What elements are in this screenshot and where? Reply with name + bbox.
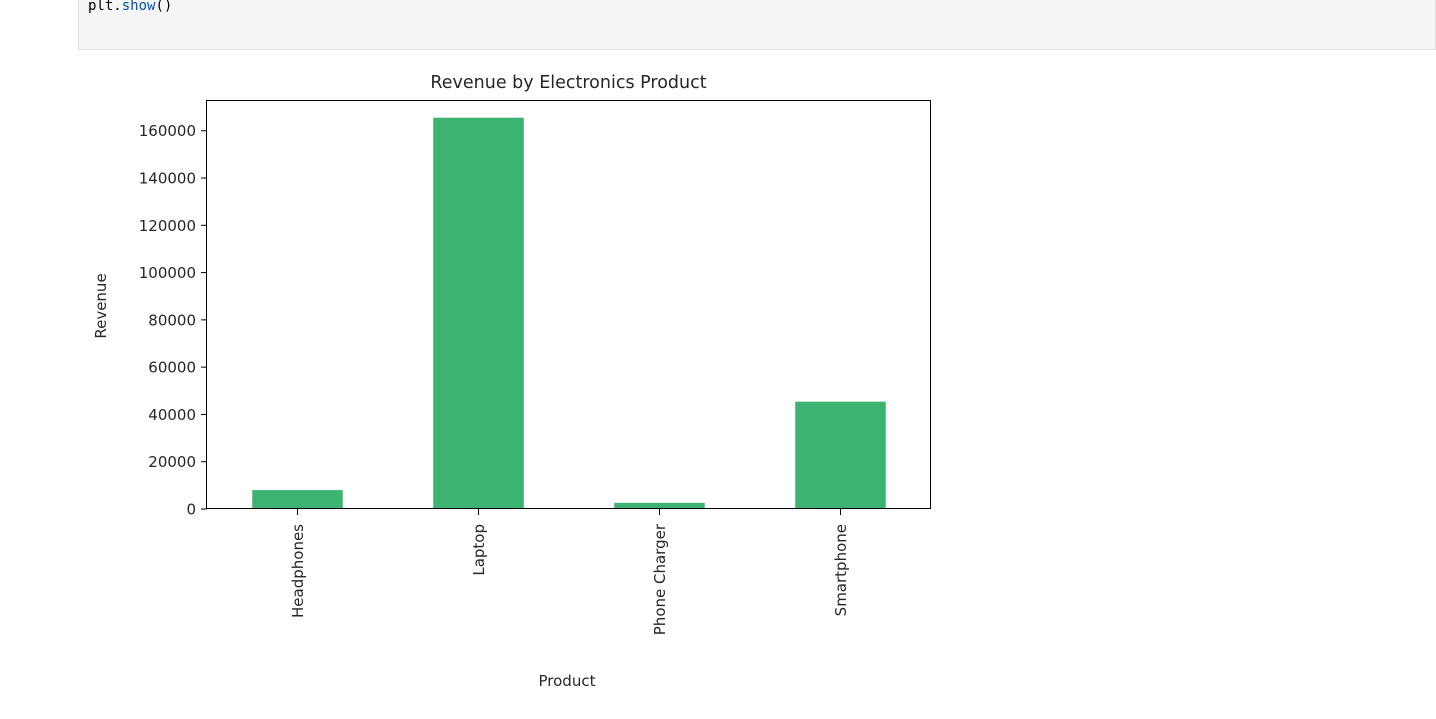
plot-frame xyxy=(206,100,931,509)
y-axis-label: Revenue xyxy=(92,273,110,338)
code-cell[interactable]: plt.show() xyxy=(78,0,1436,50)
x-axis-label: Product xyxy=(539,672,596,690)
y-tick-label: 100000 xyxy=(139,264,196,282)
bar-phone-charger xyxy=(614,502,705,509)
x-tick-label: Headphones xyxy=(289,524,307,618)
bar-smartphone xyxy=(795,401,886,509)
y-tick-label: 40000 xyxy=(148,406,196,424)
y-tick-label: 120000 xyxy=(139,217,196,235)
code-obj: plt xyxy=(88,0,114,14)
y-tick-label: 80000 xyxy=(148,311,196,329)
bars xyxy=(252,117,886,510)
code-method: show xyxy=(121,0,156,14)
bar-laptop xyxy=(433,117,524,510)
y-tick-label: 0 xyxy=(186,501,196,519)
y-tick-label: 20000 xyxy=(148,453,196,471)
bar-headphones xyxy=(252,490,343,509)
x-axis-ticks: Headphones Laptop Phone Charger Smartphone xyxy=(289,509,850,635)
y-axis-ticks: 0 20000 40000 60000 80000 100000 120000 140000 1… xyxy=(139,122,207,519)
chart-title: Revenue by Electronics Product xyxy=(430,73,706,93)
x-tick-label: Laptop xyxy=(470,524,488,576)
code-line: plt.show() xyxy=(88,0,172,15)
x-tick-label: Smartphone xyxy=(832,524,850,616)
y-tick-label: 160000 xyxy=(139,122,196,140)
code-parens: () xyxy=(155,0,173,14)
code-dot: . xyxy=(113,0,122,14)
y-tick-label: 140000 xyxy=(139,170,196,188)
y-tick-label: 60000 xyxy=(148,359,196,377)
x-tick-label: Phone Charger xyxy=(651,523,669,635)
cell-output: Revenue by Electronics Product Revenue P… xyxy=(78,50,1436,715)
bar-chart: Revenue by Electronics Product Revenue P… xyxy=(92,73,931,690)
